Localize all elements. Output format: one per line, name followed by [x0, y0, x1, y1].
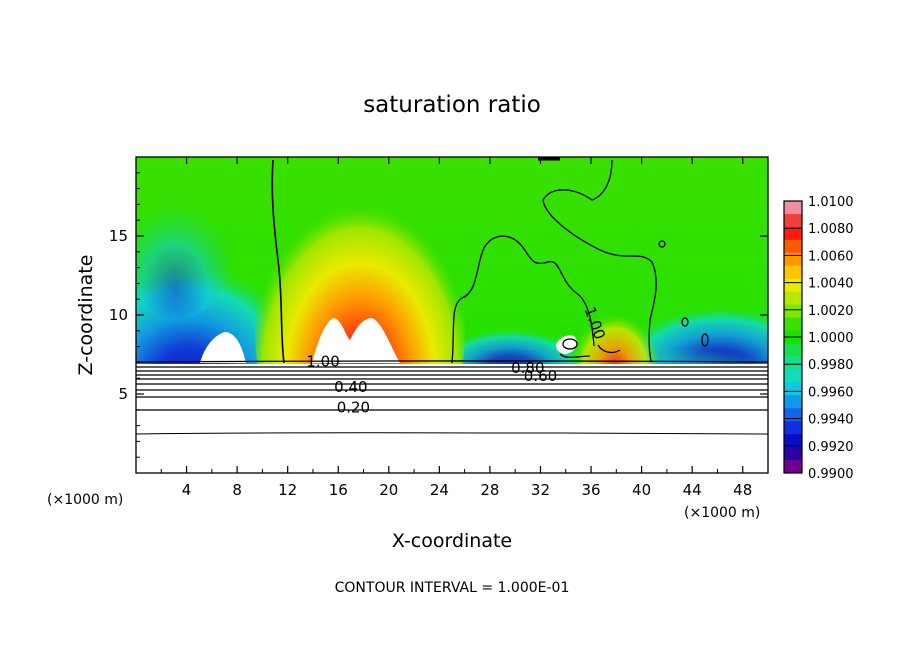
colorbar: 1.0100 1.0080 1.0060 1.0040 1.0020 1.0000 0.99… [783, 195, 854, 482]
colorbar-label: 1.0060 [808, 249, 854, 264]
x-unit-right: (×1000 m) [684, 505, 760, 521]
x-unit-left: (×1000 m) [47, 492, 123, 508]
x-tick-label: 28 [480, 481, 499, 499]
colorbar-label: 1.0080 [808, 222, 854, 237]
colorbar-swatch [784, 408, 802, 422]
colorbar-label: 1.0040 [808, 277, 854, 292]
colorbar-label: 1.0000 [808, 331, 854, 346]
out-of-range-left [200, 332, 246, 363]
colorbar-swatch [784, 304, 802, 319]
contour-label: 0.80 [511, 359, 544, 377]
contour-label: 0.20 [337, 398, 370, 416]
colorbar-swatch [784, 356, 802, 370]
x-axis: 4 8 12 16 20 24 28 32 36 40 44 48 [160, 157, 752, 499]
contour-label: 0.40 [334, 378, 367, 396]
colorbar-label: 0.9940 [808, 413, 854, 428]
out-of-range-center [312, 318, 400, 363]
colorbar-swatch [784, 265, 802, 280]
x-tick-label: 36 [581, 481, 600, 499]
x-tick-label: 32 [531, 481, 550, 499]
colorbar-swatch [784, 434, 802, 448]
x-tick-label: 44 [683, 481, 702, 499]
x-tick-label: 40 [632, 481, 651, 499]
colorbar-swatch [784, 252, 802, 267]
y-tick-label: 5 [118, 385, 128, 403]
x-tick-label: 48 [733, 481, 752, 499]
colorbar-label: 1.0100 [808, 195, 854, 210]
colorbar-swatch [784, 369, 802, 383]
colorbar-swatch [784, 421, 802, 435]
chart-title: saturation ratio [363, 92, 541, 118]
dry-region-upper-left [136, 160, 235, 320]
x-tick-label: 20 [379, 481, 398, 499]
colorbar-swatch [784, 201, 802, 215]
plot-area [136, 157, 768, 473]
x-tick-label: 24 [430, 481, 449, 499]
y-tick-label: 15 [109, 227, 128, 245]
x-tick-label: 4 [182, 481, 192, 499]
contour-label: 1.00 [306, 353, 339, 371]
colorbar-label: 0.9900 [808, 467, 854, 482]
x-tick-label: 8 [232, 481, 242, 499]
colorbar-swatch [784, 291, 802, 306]
colorbar-swatch [784, 343, 802, 357]
colorbar-swatch [784, 226, 802, 241]
y-axis-title: Z-coordinate [75, 255, 97, 376]
y-tick-label: 10 [109, 306, 128, 324]
colorbar-swatch [784, 213, 802, 228]
y-axis: 5 10 15 [109, 172, 768, 458]
colorbar-swatch [784, 382, 802, 396]
colorbar-swatch [784, 278, 802, 293]
colorbar-swatch [784, 395, 802, 409]
contour-label: 0.60 [524, 367, 557, 385]
colorbar-label: 0.9980 [808, 358, 854, 373]
x-axis-title: X-coordinate [392, 530, 512, 552]
x-tick-label: 12 [278, 481, 297, 499]
contour-interval-note: CONTOUR INTERVAL = 1.000E-01 [335, 580, 570, 596]
colorbar-swatch [784, 460, 802, 474]
colorbar-swatch [784, 447, 802, 461]
subsaturated-band [136, 364, 768, 473]
colorbar-swatch [784, 239, 802, 254]
colorbar-label: 0.9920 [808, 440, 854, 455]
colorbar-label: 1.0020 [808, 304, 854, 319]
colorbar-swatch [784, 317, 802, 332]
x-tick-label: 16 [329, 481, 348, 499]
colorbar-label: 0.9960 [808, 385, 854, 400]
